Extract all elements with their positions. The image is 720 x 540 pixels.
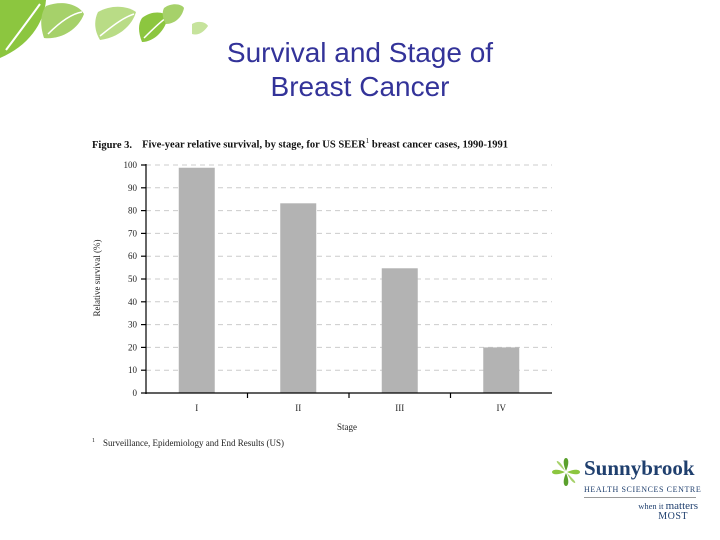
footnote-text: Surveillance, Epidemiology and End Resul… [103, 438, 284, 448]
figure-caption: Figure 3. Five-year relative survival, by… [92, 137, 508, 151]
y-tick-label: 0 [133, 388, 138, 398]
y-tick-label: 40 [128, 297, 138, 307]
figure-caption-text: Five-year relative survival, by stage, f… [142, 139, 366, 151]
y-tick-label: 50 [128, 274, 138, 284]
y-tick-label: 20 [128, 342, 138, 352]
y-tick-label: 30 [128, 320, 138, 330]
y-tick-label: 70 [128, 228, 138, 238]
slide-title-line-2: Breast Cancer [270, 71, 450, 102]
x-axis-label: Stage [337, 422, 357, 432]
figure-footnote: 1 Surveillance, Epidemiology and End Resu… [92, 438, 284, 448]
footnote-marker: 1 [92, 438, 95, 444]
figure-number: Figure 3. [92, 139, 133, 151]
slide-title-line-1: Survival and Stage of [226, 37, 494, 68]
y-axis-label: Relative survival (%) [92, 240, 102, 317]
y-tick-label: 10 [128, 365, 138, 375]
slide-title: Survival and Stage of Breast Cancer [0, 36, 720, 104]
logo-subtitle: HEALTH SCIENCES CENTRE [584, 485, 702, 494]
leaf-decoration [0, 0, 208, 58]
bar-stage-I [178, 167, 215, 393]
leaf-logo-icon [552, 458, 580, 486]
figure-caption-footnote-ref: 1 [365, 137, 370, 145]
logo-tagline-big: matters [665, 500, 698, 512]
x-tick-label: II [295, 403, 301, 413]
x-tick-label: IV [497, 403, 507, 413]
logo-name: Sunnybrook [584, 456, 695, 480]
logo-tagline-line2: MOST [658, 511, 688, 522]
bars [178, 167, 520, 393]
y-tick-label: 100 [124, 160, 138, 170]
logo-tagline-line1: when it matters [638, 500, 698, 512]
figure-caption-tail: breast cancer cases, 1990-1991 [369, 139, 508, 151]
bar-stage-III [381, 268, 418, 393]
bar-stage-II [280, 203, 317, 393]
x-tick-label: III [395, 403, 404, 413]
bar-stage-IV [483, 347, 520, 393]
logo-tagline-small: when it [638, 501, 664, 511]
logo-divider [584, 497, 696, 498]
y-tick-label: 80 [128, 206, 138, 216]
y-tick-label: 60 [128, 251, 138, 261]
x-tick-label: I [195, 403, 198, 413]
sunnybrook-logo: Sunnybrook HEALTH SCIENCES CENTRE when i… [552, 456, 702, 526]
y-tick-label: 90 [128, 183, 138, 193]
